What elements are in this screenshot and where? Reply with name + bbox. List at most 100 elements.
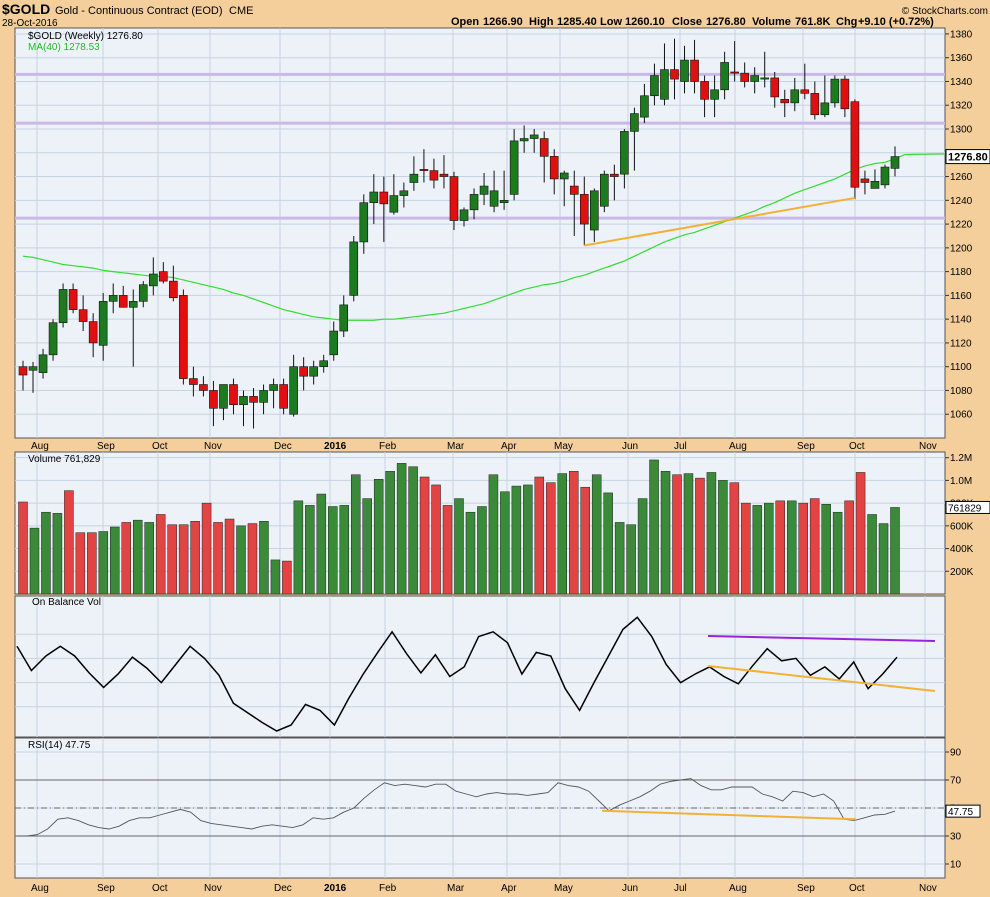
price-ytick-label: 1380 xyxy=(950,29,973,40)
price-ytick-label: 1120 xyxy=(950,338,972,349)
price-ytick-label: 1320 xyxy=(950,101,973,112)
candle-body xyxy=(68,289,78,310)
volume-bar xyxy=(637,498,648,595)
volume-bar xyxy=(305,505,315,595)
volume-bar xyxy=(339,505,350,595)
low-value: 1260.10 xyxy=(625,16,665,28)
rsi-legend: RSI(14) 47.75 xyxy=(28,740,91,751)
volume-bar xyxy=(362,498,372,595)
obv-legend: On Balance Vol xyxy=(32,597,101,608)
volume-bar xyxy=(660,471,671,595)
x-axis-label: Mar xyxy=(447,441,465,452)
x-axis-label: Aug xyxy=(729,883,747,894)
close-label: Close xyxy=(672,16,702,28)
volume-bar xyxy=(855,472,866,595)
candle-body xyxy=(579,194,589,225)
last-rsi-tag xyxy=(945,804,981,818)
volume-bar xyxy=(87,532,97,595)
candle-body xyxy=(449,176,459,221)
volume-bar xyxy=(419,476,430,595)
price-ytick-label: 1340 xyxy=(950,77,973,88)
candle-body xyxy=(690,59,699,82)
low-label: Low xyxy=(600,16,622,28)
volume-bar xyxy=(465,511,476,595)
volume-bar xyxy=(626,524,636,595)
candle-body xyxy=(870,181,880,189)
volume-bar xyxy=(764,502,774,595)
candle-body xyxy=(108,295,118,302)
volume-bar xyxy=(614,522,625,595)
obv-frame xyxy=(14,595,946,738)
volume-bar xyxy=(328,506,338,595)
volume-bar xyxy=(706,472,717,595)
volume-bar xyxy=(316,493,327,595)
volume-bar xyxy=(431,484,441,595)
candle-body xyxy=(169,280,178,299)
candle-body xyxy=(780,99,790,104)
volume-bar xyxy=(132,519,143,595)
x-axis-label: Sep xyxy=(97,441,115,452)
volume-bar xyxy=(741,502,751,595)
candle-body xyxy=(179,295,188,379)
volume-bar xyxy=(385,471,395,595)
close-value: 1276.80 xyxy=(706,16,746,28)
volume-bar xyxy=(672,474,682,595)
price-ytick-label: 1160 xyxy=(950,291,972,302)
volume-bar xyxy=(568,471,579,595)
volume-bar xyxy=(110,526,120,595)
price-ytick-label: 1060 xyxy=(950,410,973,421)
volume-bar xyxy=(752,505,763,595)
volume-bar xyxy=(821,504,831,595)
ticker-description: Gold - Continuous Contract (EOD) xyxy=(55,5,223,17)
candle-body xyxy=(559,172,569,180)
candle-body xyxy=(319,360,328,367)
candle-body xyxy=(730,71,739,74)
volume-bar xyxy=(178,524,189,595)
volume-bar xyxy=(408,466,418,595)
x-axis-label: 2016 xyxy=(324,883,347,894)
volume-bar xyxy=(98,531,109,595)
x-axis-label: Sep xyxy=(797,441,815,452)
candle-body xyxy=(600,173,609,207)
chg-value: +9.10 (+0.72%) xyxy=(858,16,934,28)
volume-bar xyxy=(144,522,154,595)
volume-bar xyxy=(809,498,820,595)
volume-bar xyxy=(201,502,212,595)
ma40-line xyxy=(22,153,946,321)
candle-body xyxy=(770,77,780,98)
header-bar: $GOLD Gold - Continuous Contract (EOD) C… xyxy=(2,1,988,29)
volume-bar xyxy=(878,523,889,595)
candle-body xyxy=(399,190,409,196)
volume-bar xyxy=(591,474,602,595)
candle-body xyxy=(519,138,529,142)
volume-bar xyxy=(695,477,705,595)
volume-bar xyxy=(155,514,166,595)
x-axis-label: Feb xyxy=(379,883,397,894)
candle-body xyxy=(630,113,639,132)
x-axis-label: Nov xyxy=(919,441,937,452)
candle-body xyxy=(760,77,770,80)
x-axis-label: Jun xyxy=(622,883,638,894)
candle-body xyxy=(18,366,28,376)
candle-body xyxy=(329,330,339,356)
candle-body xyxy=(389,195,399,213)
volume-bar xyxy=(293,500,304,595)
volume-bar xyxy=(798,502,808,595)
last-price-label: 1276.80 xyxy=(948,152,988,164)
volume-bar xyxy=(867,514,877,595)
last-price-tag xyxy=(945,149,990,165)
volume-bar xyxy=(890,507,900,595)
ma-legend: MA(40) 1278.53 xyxy=(28,42,100,53)
candle-body xyxy=(740,72,749,82)
candle-body xyxy=(259,390,268,403)
chart-date: 28-Oct-2016 xyxy=(2,18,58,29)
candle-body xyxy=(419,169,429,171)
candle-body xyxy=(249,396,258,403)
x-axis-label: Oct xyxy=(849,883,865,894)
candle-body xyxy=(269,384,278,391)
x-axis-label: 2016 xyxy=(324,441,347,452)
candle-body xyxy=(209,390,218,409)
candle-body xyxy=(810,93,820,116)
candle-body xyxy=(509,140,519,195)
